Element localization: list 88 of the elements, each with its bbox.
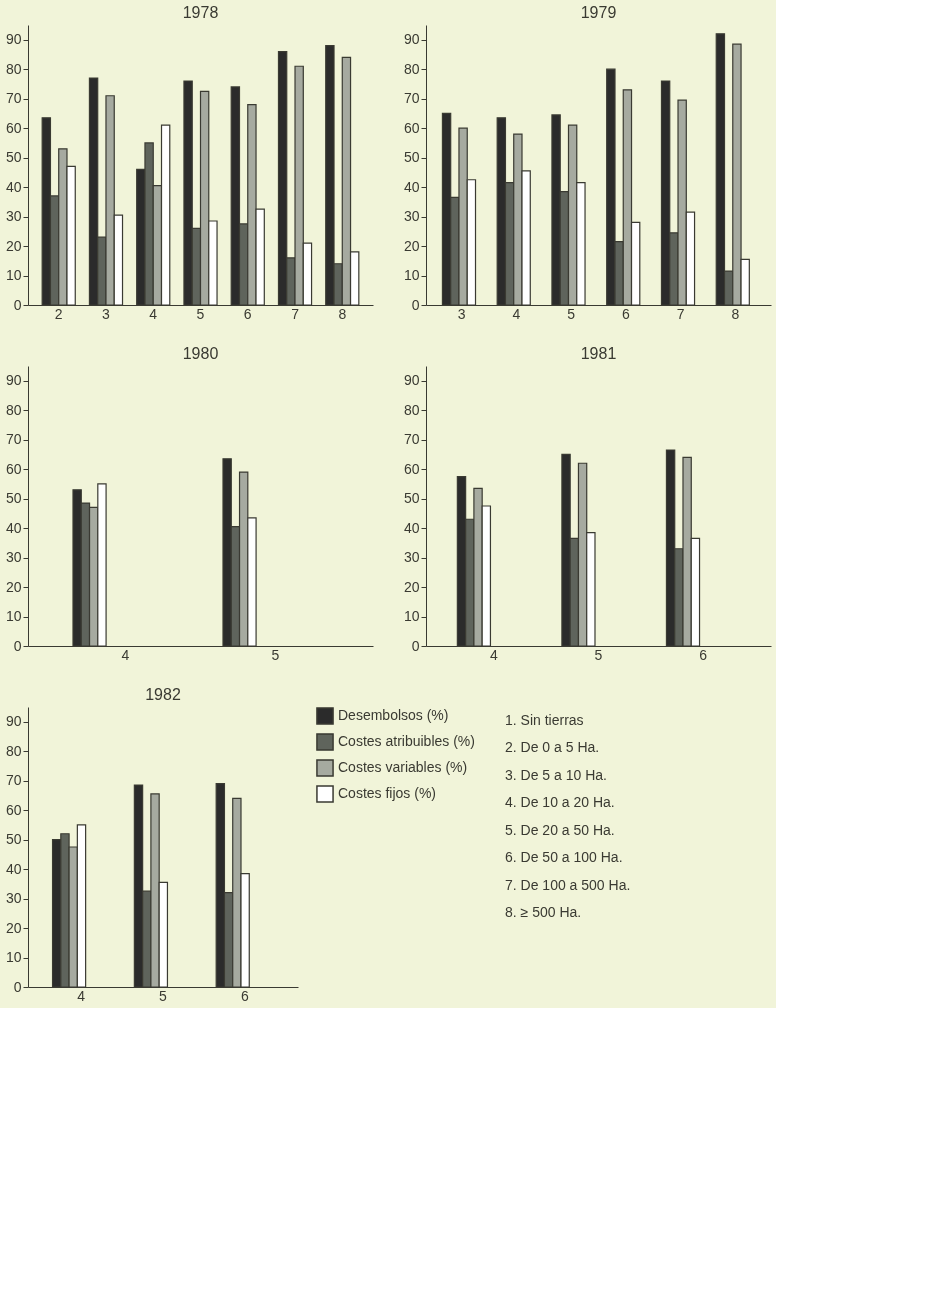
y-tick-label: 80 (5, 742, 22, 759)
x-tick-label: 4 (77, 987, 86, 1004)
y-tick-label: 50 (403, 490, 420, 507)
y-tick-label: 20 (5, 237, 22, 254)
y-tick-label: 30 (403, 549, 420, 566)
x-tick-label: 5 (196, 305, 205, 322)
legend-label: Desembolsos (%) (338, 707, 449, 723)
y-tick-label: 40 (403, 519, 420, 536)
y-tick-label: 40 (403, 178, 420, 195)
text: 5. De 20 a 50 Ha. (505, 821, 615, 838)
x-tick-label: 4 (149, 305, 158, 322)
y-tick-label: 80 (5, 60, 22, 77)
y-tick-label: 10 (5, 608, 22, 625)
y-tick-label: 90 (5, 31, 22, 48)
y-tick-label: 10 (5, 267, 22, 284)
y-tick-label: 0 (13, 978, 22, 995)
x-tick-label: 4 (512, 305, 521, 322)
x-tick-label: 8 (338, 305, 347, 322)
y-tick-label: 60 (5, 119, 22, 136)
y-tick-label: 30 (5, 549, 22, 566)
legend-label: Costes fijos (%) (338, 785, 437, 801)
x-tick-label: 4 (490, 646, 499, 663)
y-tick-label: 70 (5, 90, 22, 107)
text: 7. De 100 a 500 Ha. (505, 876, 631, 893)
y-tick-label: 80 (5, 401, 22, 418)
legend-label: Costes atribuibles (%) (338, 733, 475, 749)
y-tick-label: 20 (5, 578, 22, 595)
chart-title: 1979 (580, 4, 617, 21)
y-tick-label: 70 (403, 90, 420, 107)
y-tick-label: 20 (403, 578, 420, 595)
y-tick-label: 0 (411, 637, 420, 654)
y-tick-label: 90 (5, 713, 22, 730)
text: 1. Sin tierras (505, 711, 584, 728)
text: 2. De 0 a 5 Ha. (505, 739, 600, 756)
y-tick-label: 10 (5, 949, 22, 966)
y-tick-label: 30 (5, 890, 22, 907)
x-tick-label: 6 (699, 646, 708, 663)
y-tick-label: 70 (5, 431, 22, 448)
x-tick-label: 7 (676, 305, 685, 322)
chart-title: 1981 (580, 345, 617, 362)
x-tick-label: 6 (243, 305, 252, 322)
y-tick-label: 70 (403, 431, 420, 448)
chart-title: 1978 (182, 4, 219, 21)
x-tick-label: 3 (102, 305, 111, 322)
x-tick-label: 5 (594, 646, 603, 663)
y-tick-label: 60 (403, 119, 420, 136)
y-tick-label: 90 (5, 372, 22, 389)
y-tick-label: 10 (403, 267, 420, 284)
y-tick-label: 40 (5, 860, 22, 877)
y-tick-label: 50 (5, 490, 22, 507)
y-tick-label: 30 (403, 208, 420, 225)
y-tick-label: 30 (5, 208, 22, 225)
y-tick-label: 50 (403, 149, 420, 166)
y-tick-label: 60 (403, 460, 420, 477)
x-tick-label: 3 (457, 305, 466, 322)
chart-title: 1980 (182, 345, 219, 362)
x-tick-label: 5 (271, 646, 280, 663)
y-tick-label: 20 (403, 237, 420, 254)
y-tick-label: 50 (5, 831, 22, 848)
y-tick-label: 20 (5, 919, 22, 936)
x-tick-label: 6 (240, 987, 249, 1004)
y-tick-label: 90 (403, 31, 420, 48)
y-tick-label: 70 (5, 772, 22, 789)
y-tick-label: 40 (5, 178, 22, 195)
y-tick-label: 0 (411, 296, 420, 313)
legend-label: Costes variables (%) (338, 759, 468, 775)
y-tick-label: 90 (403, 372, 420, 389)
x-tick-label: 5 (159, 987, 168, 1004)
y-tick-label: 80 (403, 401, 420, 418)
y-tick-label: 40 (5, 519, 22, 536)
x-tick-label: 5 (567, 305, 576, 322)
y-tick-label: 50 (5, 149, 22, 166)
y-tick-label: 80 (403, 60, 420, 77)
y-tick-label: 60 (5, 801, 22, 818)
x-tick-label: 2 (54, 305, 63, 322)
text: 6. De 50 a 100 Ha. (505, 849, 623, 866)
x-tick-label: 7 (291, 305, 300, 322)
x-tick-label: 6 (621, 305, 630, 322)
x-tick-label: 4 (121, 646, 130, 663)
chart-title: 1982 (145, 686, 181, 703)
text: 3. De 5 a 10 Ha. (505, 766, 607, 783)
text: 8. ≥ 500 Ha. (505, 904, 582, 921)
x-tick-label: 8 (731, 305, 740, 322)
y-tick-label: 0 (13, 637, 22, 654)
text: 4. De 10 a 20 Ha. (505, 794, 615, 811)
y-tick-label: 10 (403, 608, 420, 625)
y-tick-label: 0 (13, 296, 22, 313)
y-tick-label: 60 (5, 460, 22, 477)
